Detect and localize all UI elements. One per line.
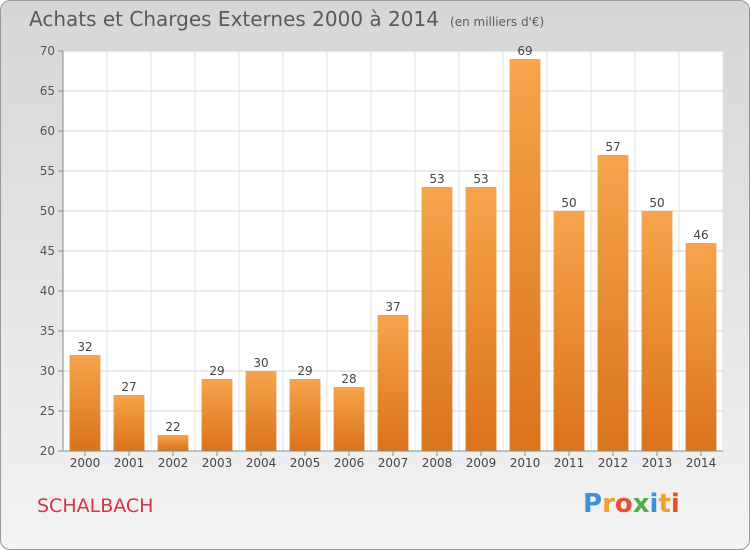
value-label: 32	[77, 340, 92, 354]
value-label: 53	[473, 172, 488, 186]
value-label: 50	[649, 196, 664, 210]
bar-2014	[685, 243, 717, 451]
value-label: 28	[341, 372, 356, 386]
y-tick-label: 25	[40, 404, 55, 418]
y-tick-label: 35	[40, 324, 55, 338]
x-tick-label: 2004	[246, 456, 277, 470]
y-tick-label: 60	[40, 124, 55, 138]
proxiti-logo: Proxiti	[583, 489, 680, 519]
chart-title: Achats et Charges Externes 2000 à 2014	[29, 7, 439, 31]
value-label: 57	[605, 140, 620, 154]
bar-2013	[641, 211, 673, 451]
x-tick-label: 2013	[642, 456, 673, 470]
bar-2001	[113, 395, 145, 451]
labels: 20 25 30 35 40 45 50 55 60 65 70 32 2000 27 2001 22 2002…	[40, 44, 717, 470]
x-tick-label: 2009	[466, 456, 497, 470]
y-tick-label: 30	[40, 364, 55, 378]
y-tick-label: 40	[40, 284, 55, 298]
logo-letter: i	[670, 489, 680, 519]
x-tick-label: 2011	[554, 456, 585, 470]
axes	[58, 50, 723, 456]
bar-2011	[553, 211, 585, 451]
bar-2008	[421, 187, 453, 451]
x-tick-label: 2000	[70, 456, 101, 470]
bars	[69, 59, 717, 451]
logo-letter: i	[649, 489, 659, 519]
y-tick-label: 65	[40, 84, 55, 98]
y-tick-label: 20	[40, 444, 55, 458]
y-tick-label: 55	[40, 164, 55, 178]
x-tick-label: 2008	[422, 456, 453, 470]
bar-2009	[465, 187, 497, 451]
value-label: 29	[297, 364, 312, 378]
value-label: 53	[429, 172, 444, 186]
chart-subtitle: (en milliers d'€)	[450, 15, 545, 29]
bar-2007	[377, 315, 409, 451]
x-tick-label: 2010	[510, 456, 541, 470]
logo-letter: x	[632, 489, 650, 519]
value-label: 27	[121, 380, 136, 394]
value-label: 69	[517, 44, 532, 58]
x-tick-label: 2014	[686, 456, 717, 470]
y-tick-label: 45	[40, 244, 55, 258]
logo-letter: r	[602, 489, 615, 519]
logo-letter: t	[658, 489, 671, 519]
value-label: 29	[209, 364, 224, 378]
value-label: 30	[253, 356, 268, 370]
x-tick-label: 2002	[158, 456, 189, 470]
bar-2012	[597, 155, 629, 451]
logo-letter: o	[614, 489, 633, 519]
bar-2000	[69, 355, 101, 451]
value-label: 50	[561, 196, 576, 210]
commune-name: SCHALBACH	[37, 495, 154, 517]
value-label: 37	[385, 300, 400, 314]
bar-2004	[245, 371, 277, 451]
x-tick-label: 2003	[202, 456, 233, 470]
x-tick-label: 2001	[114, 456, 145, 470]
value-label: 46	[693, 228, 708, 242]
bar-2002	[157, 435, 189, 451]
x-tick-label: 2006	[334, 456, 365, 470]
x-tick-label: 2012	[598, 456, 629, 470]
bar-2003	[201, 379, 233, 451]
bar-2006	[333, 387, 365, 451]
bar-2005	[289, 379, 321, 451]
y-tick-label: 50	[40, 204, 55, 218]
x-tick-label: 2005	[290, 456, 321, 470]
y-tick-label: 70	[40, 44, 55, 58]
x-tick-label: 2007	[378, 456, 409, 470]
logo-letter: P	[583, 489, 603, 519]
value-label: 22	[165, 420, 180, 434]
bar-2010	[509, 59, 541, 451]
title-line: Achats et Charges Externes 2000 à 2014 (…	[29, 7, 544, 31]
